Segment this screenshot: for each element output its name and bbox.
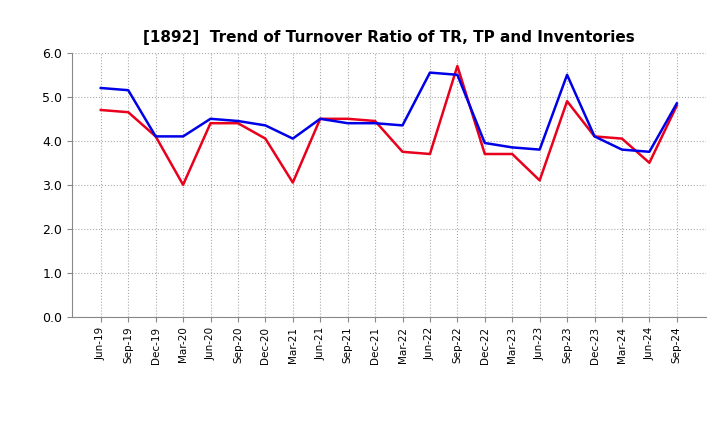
- Trade Receivables: [151, 134, 160, 139]
- Trade Receivables: [536, 178, 544, 183]
- Trade Payables: [261, 123, 270, 128]
- Trade Receivables: [371, 118, 379, 124]
- Trade Payables: [151, 134, 160, 139]
- Trade Payables: [618, 147, 626, 152]
- Trade Receivables: [261, 136, 270, 141]
- Trade Receivables: [453, 63, 462, 69]
- Trade Receivables: [289, 180, 297, 185]
- Trade Payables: [645, 149, 654, 154]
- Trade Receivables: [645, 160, 654, 165]
- Trade Payables: [179, 134, 187, 139]
- Line: Trade Receivables: Trade Receivables: [101, 66, 677, 185]
- Trade Payables: [563, 72, 572, 77]
- Trade Payables: [343, 121, 352, 126]
- Trade Payables: [672, 101, 681, 106]
- Trade Receivables: [426, 151, 434, 157]
- Trade Payables: [398, 123, 407, 128]
- Trade Receivables: [316, 116, 325, 121]
- Line: Trade Payables: Trade Payables: [101, 73, 677, 152]
- Trade Receivables: [179, 182, 187, 187]
- Trade Receivables: [563, 99, 572, 104]
- Trade Receivables: [124, 110, 132, 115]
- Trade Payables: [426, 70, 434, 75]
- Trade Payables: [536, 147, 544, 152]
- Trade Receivables: [96, 107, 105, 113]
- Trade Payables: [508, 145, 516, 150]
- Trade Payables: [371, 121, 379, 126]
- Trade Receivables: [398, 149, 407, 154]
- Trade Payables: [233, 118, 242, 124]
- Trade Receivables: [343, 116, 352, 121]
- Trade Payables: [124, 88, 132, 93]
- Trade Payables: [96, 85, 105, 91]
- Trade Payables: [289, 136, 297, 141]
- Trade Payables: [316, 116, 325, 121]
- Trade Receivables: [233, 121, 242, 126]
- Trade Receivables: [508, 151, 516, 157]
- Title: [1892]  Trend of Turnover Ratio of TR, TP and Inventories: [1892] Trend of Turnover Ratio of TR, TP…: [143, 29, 634, 45]
- Trade Payables: [480, 140, 489, 146]
- Trade Payables: [590, 134, 599, 139]
- Trade Receivables: [618, 136, 626, 141]
- Trade Payables: [206, 116, 215, 121]
- Trade Receivables: [480, 151, 489, 157]
- Trade Payables: [453, 72, 462, 77]
- Trade Receivables: [206, 121, 215, 126]
- Trade Receivables: [590, 134, 599, 139]
- Trade Receivables: [672, 103, 681, 108]
